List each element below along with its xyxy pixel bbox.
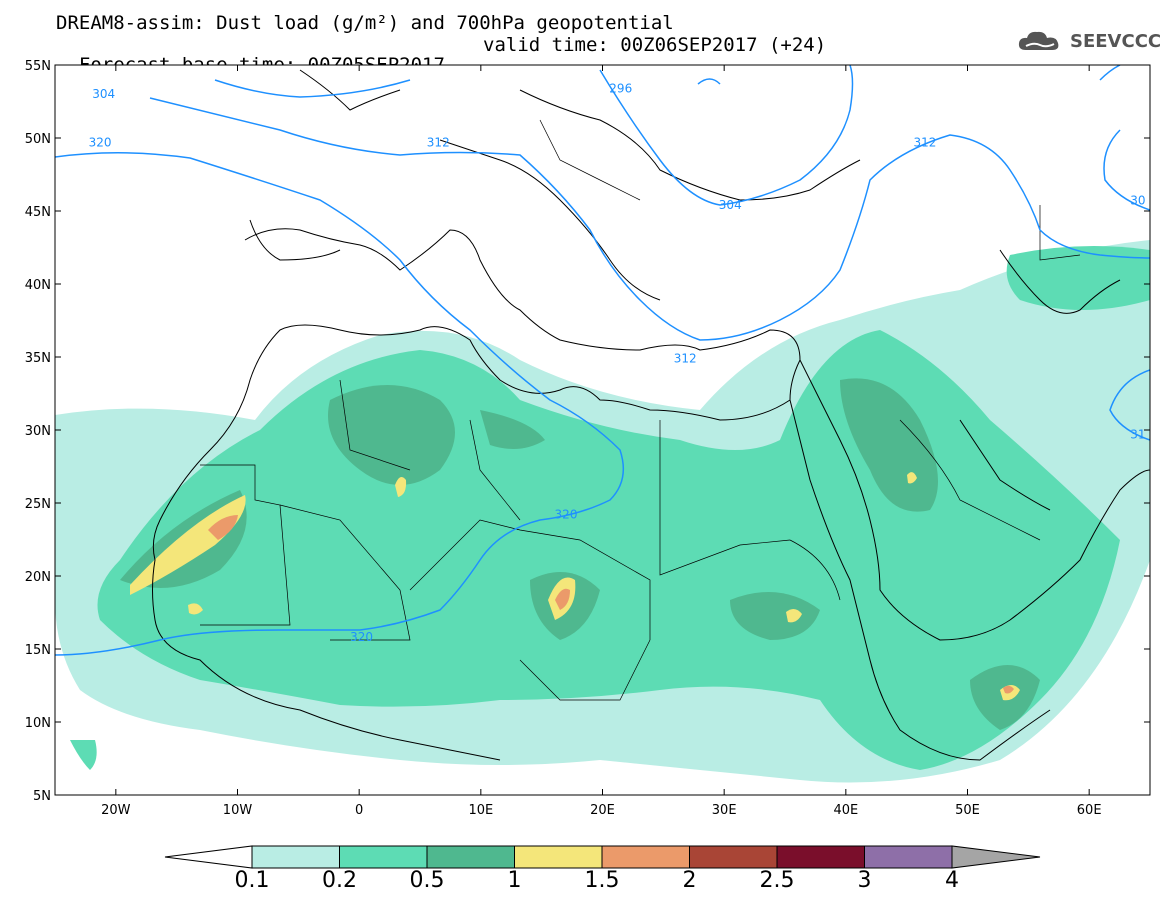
colorbar-labels: 0.1 0.2 0.5 1 1.5 2 2.5 3 4 bbox=[0, 868, 1165, 898]
dust-level-1 bbox=[786, 608, 802, 623]
lon-tick-label: 0 bbox=[355, 803, 363, 818]
lat-tick-label: 50N bbox=[25, 132, 51, 147]
dust-level-1 bbox=[188, 603, 203, 615]
colorbar-label: 0.2 bbox=[322, 868, 357, 893]
colorbar-low-arrow bbox=[164, 845, 253, 869]
lon-tick-label: 30E bbox=[712, 803, 737, 818]
colorbar-label: 0.1 bbox=[234, 868, 270, 893]
colorbar-segment bbox=[426, 845, 515, 869]
contour-312-ne bbox=[1099, 65, 1121, 81]
lon-tick-label: 10E bbox=[468, 803, 493, 818]
lon-tick-label: 20E bbox=[590, 803, 615, 818]
lat-tick-label: 40N bbox=[25, 278, 51, 293]
contour-304-east bbox=[599, 65, 854, 206]
contour-label: 320 bbox=[89, 135, 112, 149]
colorbar bbox=[164, 845, 1041, 869]
lon-tick-label: 10W bbox=[223, 803, 253, 818]
dust-level-1.5 bbox=[555, 588, 570, 610]
geopotential-contours bbox=[55, 65, 1150, 656]
dust-level-1.5 bbox=[208, 515, 238, 540]
dust-level-1 bbox=[907, 472, 917, 484]
colorbar-label: 0.5 bbox=[409, 868, 445, 893]
contour-label: 312 bbox=[913, 135, 936, 149]
colorbar-segment bbox=[601, 845, 690, 869]
dust-level-0.5 bbox=[328, 385, 455, 485]
valid-time: valid time: 00Z06SEP2017 (+24) bbox=[483, 34, 827, 56]
dust-field bbox=[55, 240, 1150, 783]
lat-tick-label: 25N bbox=[25, 497, 51, 512]
dust-level-1 bbox=[395, 476, 407, 497]
colorbar-segment bbox=[864, 845, 953, 869]
colorbar-segment bbox=[514, 845, 603, 869]
colorbar-segment bbox=[689, 845, 778, 869]
lat-tick-label: 10N bbox=[25, 716, 51, 731]
dust-level-0.2 bbox=[1006, 246, 1150, 310]
contour-labels: 304 320 312 296 312 304 312 320 320 30 31 bbox=[89, 81, 1146, 644]
colorbar-label: 2.5 bbox=[759, 868, 795, 893]
lat-tick-label: 15N bbox=[25, 643, 51, 658]
dust-level-0.5 bbox=[480, 410, 545, 449]
lon-tick-label: 50E bbox=[955, 803, 980, 818]
contour-label: 320 bbox=[350, 630, 373, 644]
dust-level-0.5 bbox=[730, 592, 820, 640]
contour-label: 296 bbox=[609, 81, 632, 95]
contour-label: 31 bbox=[1130, 427, 1145, 441]
contour-320-north bbox=[55, 152, 625, 656]
seevccc-logo: SEEVCCC bbox=[1016, 28, 1161, 54]
colorbar-label: 2 bbox=[682, 868, 697, 893]
lon-tick-label: 60E bbox=[1077, 803, 1102, 818]
lat-tick-label: 30N bbox=[25, 424, 51, 439]
colorbar-label: 1 bbox=[507, 868, 522, 893]
colorbar-segment bbox=[339, 845, 428, 869]
lat-tick-label: 45N bbox=[25, 205, 51, 220]
contour-label: 320 bbox=[555, 508, 578, 522]
contour-304 bbox=[214, 79, 411, 98]
colorbar-high-arrow bbox=[951, 845, 1041, 869]
coastlines bbox=[152, 69, 1150, 761]
lat-tick-label: 20N bbox=[25, 570, 51, 585]
contour-label: 30 bbox=[1130, 194, 1145, 208]
contour-296 bbox=[697, 78, 721, 85]
lon-tick-label: 40E bbox=[833, 803, 858, 818]
contour-312 bbox=[149, 97, 1150, 341]
contour-label: 304 bbox=[92, 87, 115, 101]
colorbar-segment bbox=[776, 845, 865, 869]
lon-tick-label: 20W bbox=[101, 803, 131, 818]
dust-level-1.5 bbox=[1003, 685, 1014, 694]
axis-ticks: 20W 10W 0 10E 20E 30E 40E 50E 60E 55N 50N 45N 40N 35N… bbox=[25, 59, 1150, 818]
country-borders bbox=[200, 119, 1081, 701]
lat-tick-label: 55N bbox=[25, 59, 51, 74]
contour-304-ne bbox=[1103, 129, 1150, 211]
colorbar-segment bbox=[251, 845, 340, 869]
contour-312-se bbox=[1109, 369, 1150, 441]
contour-label: 312 bbox=[427, 135, 450, 149]
lat-tick-label: 5N bbox=[33, 789, 51, 804]
lat-tick-label: 35N bbox=[25, 351, 51, 366]
contour-label: 312 bbox=[674, 351, 697, 365]
colorbar-label: 4 bbox=[945, 868, 959, 893]
logo-text: SEEVCCC bbox=[1070, 30, 1162, 52]
dust-level-0.2 bbox=[70, 740, 97, 770]
map-title: DREAM8-assim: Dust load (g/m²) and 700hP… bbox=[56, 12, 674, 34]
contour-label: 304 bbox=[719, 198, 742, 212]
dust-level-1 bbox=[130, 495, 246, 595]
cloud-logo-icon bbox=[1018, 31, 1059, 50]
colorbar-label: 1.5 bbox=[584, 868, 620, 893]
colorbar-label: 3 bbox=[857, 868, 872, 893]
